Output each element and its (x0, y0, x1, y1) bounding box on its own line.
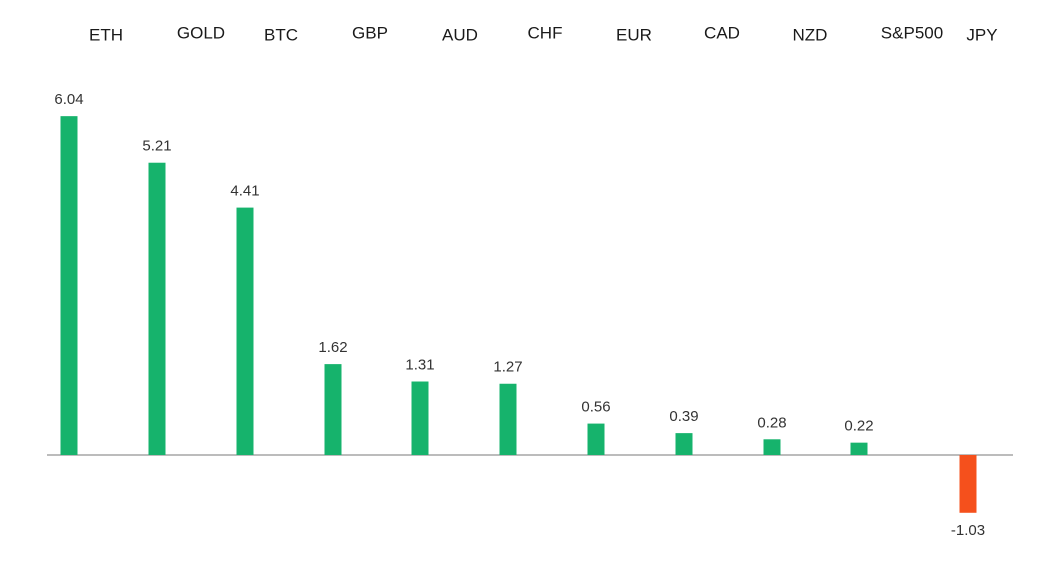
category-label: EUR (616, 25, 652, 44)
bar (499, 383, 517, 455)
value-label: 1.31 (405, 356, 434, 373)
bar (60, 116, 78, 455)
category-label: CAD (704, 23, 740, 42)
bar (763, 439, 781, 455)
bar (236, 207, 254, 455)
bar (675, 433, 693, 455)
bar (148, 162, 166, 455)
value-label: 1.27 (493, 359, 522, 376)
category-label: NZD (793, 25, 828, 44)
category-label: JPY (966, 25, 997, 44)
value-label: 0.22 (844, 418, 873, 435)
category-label: GOLD (177, 23, 225, 42)
value-label: 0.39 (669, 408, 698, 425)
value-label: 6.04 (54, 91, 83, 108)
bar (324, 364, 342, 455)
bar (959, 455, 977, 513)
value-label: 5.21 (142, 138, 171, 155)
bar (850, 442, 868, 455)
category-label: CHF (528, 23, 563, 42)
value-label: 0.28 (757, 414, 786, 431)
bar (587, 423, 605, 455)
category-label: AUD (442, 25, 478, 44)
value-label: 1.62 (318, 339, 347, 356)
category-label: BTC (264, 25, 298, 44)
bar (411, 381, 429, 455)
category-label: GBP (352, 23, 388, 42)
value-label: 0.56 (581, 399, 610, 416)
value-label: 4.41 (230, 183, 259, 200)
category-label: S&P500 (881, 23, 943, 42)
value-label: -1.03 (951, 522, 985, 539)
category-label: ETH (89, 25, 123, 44)
